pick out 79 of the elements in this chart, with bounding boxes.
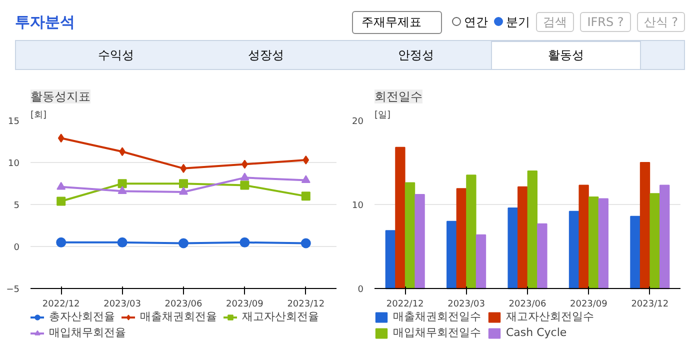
legend-label: 매출채권회전일수 bbox=[393, 309, 481, 324]
x-tick-label: 2022/12 bbox=[42, 300, 80, 310]
point bbox=[240, 172, 250, 180]
text: 산식 ? bbox=[636, 12, 685, 32]
point bbox=[179, 179, 188, 188]
legend-label: 총자산회전율 bbox=[49, 309, 115, 324]
point bbox=[300, 238, 311, 248]
point bbox=[179, 186, 188, 195]
bar bbox=[527, 170, 538, 290]
bar bbox=[537, 223, 548, 290]
bar bbox=[578, 184, 589, 290]
bar bbox=[568, 210, 580, 290]
y-tick-label: 20 bbox=[352, 117, 364, 127]
y-tick-label: 5 bbox=[14, 201, 20, 212]
point bbox=[240, 180, 250, 190]
x-tick-label: 2023/09 bbox=[226, 300, 264, 310]
x-tick-label: 2023/06 bbox=[164, 300, 202, 310]
bar bbox=[660, 184, 670, 290]
point bbox=[56, 237, 66, 248]
text: 안정성 bbox=[397, 47, 435, 64]
x-tick-label: 2023/12 bbox=[631, 300, 669, 310]
text: 활동성 bbox=[491, 41, 641, 70]
y-tick-label: −5 bbox=[6, 285, 20, 296]
point bbox=[302, 156, 310, 165]
point bbox=[180, 164, 187, 173]
point bbox=[118, 186, 127, 194]
legend-label: 매입채무회전일수 bbox=[393, 325, 481, 340]
y-axis-title: [회] bbox=[30, 110, 47, 120]
point bbox=[117, 237, 128, 248]
text: 수익성 bbox=[97, 47, 135, 64]
bar bbox=[630, 216, 640, 290]
point bbox=[56, 182, 66, 190]
bar bbox=[650, 193, 660, 290]
y-tick-label: 10 bbox=[352, 201, 364, 212]
text: 검색 bbox=[536, 12, 574, 32]
text: 분기 bbox=[505, 15, 530, 29]
y-tick-label: 10 bbox=[8, 159, 20, 170]
text: IFRS ? bbox=[580, 12, 631, 32]
y-tick-label: 15 bbox=[8, 117, 20, 127]
x-tick-label: 2023/06 bbox=[508, 300, 546, 310]
point bbox=[58, 134, 64, 143]
text: 성장성 bbox=[247, 47, 285, 64]
point bbox=[240, 237, 250, 248]
x-tick-label: 2023/03 bbox=[104, 300, 141, 310]
x-tick-label: 2023/09 bbox=[570, 300, 608, 310]
point bbox=[301, 175, 310, 184]
bar bbox=[640, 162, 650, 290]
point bbox=[118, 179, 127, 188]
bar bbox=[446, 220, 457, 290]
legend-label: 재고자산회전율 bbox=[242, 309, 319, 324]
bar bbox=[414, 194, 425, 290]
bar bbox=[598, 198, 608, 290]
legend-label: Cash Cycle bbox=[506, 326, 567, 339]
y-axis-title: [일] bbox=[374, 110, 391, 120]
bar bbox=[395, 146, 406, 290]
legend-label: 매입채무회전율 bbox=[49, 325, 126, 340]
bar bbox=[456, 188, 466, 290]
text: 투자분석 bbox=[15, 12, 75, 33]
y-tick-label: 0 bbox=[358, 285, 364, 296]
bar bbox=[466, 174, 476, 290]
point bbox=[56, 196, 66, 206]
bar bbox=[476, 234, 486, 290]
point bbox=[178, 238, 188, 248]
legend-label: 재고자산회전일수 bbox=[506, 309, 594, 324]
chart-title: 회전일수 bbox=[374, 90, 422, 104]
bar bbox=[518, 186, 528, 290]
text: 연간 bbox=[463, 15, 488, 29]
x-tick-label: 2023/12 bbox=[287, 300, 325, 310]
bar bbox=[385, 230, 396, 290]
text: 주재무제표 bbox=[352, 11, 442, 34]
bar bbox=[508, 207, 518, 290]
chart-title: 활동성지표 bbox=[30, 90, 90, 104]
x-tick-label: 2022/12 bbox=[386, 300, 424, 310]
x-tick-label: 2023/03 bbox=[448, 300, 485, 310]
legend-label: 매출채권회전율 bbox=[140, 309, 217, 324]
bar bbox=[588, 196, 599, 290]
point bbox=[301, 192, 310, 201]
y-tick-label: 0 bbox=[14, 243, 20, 254]
bar bbox=[404, 182, 416, 290]
